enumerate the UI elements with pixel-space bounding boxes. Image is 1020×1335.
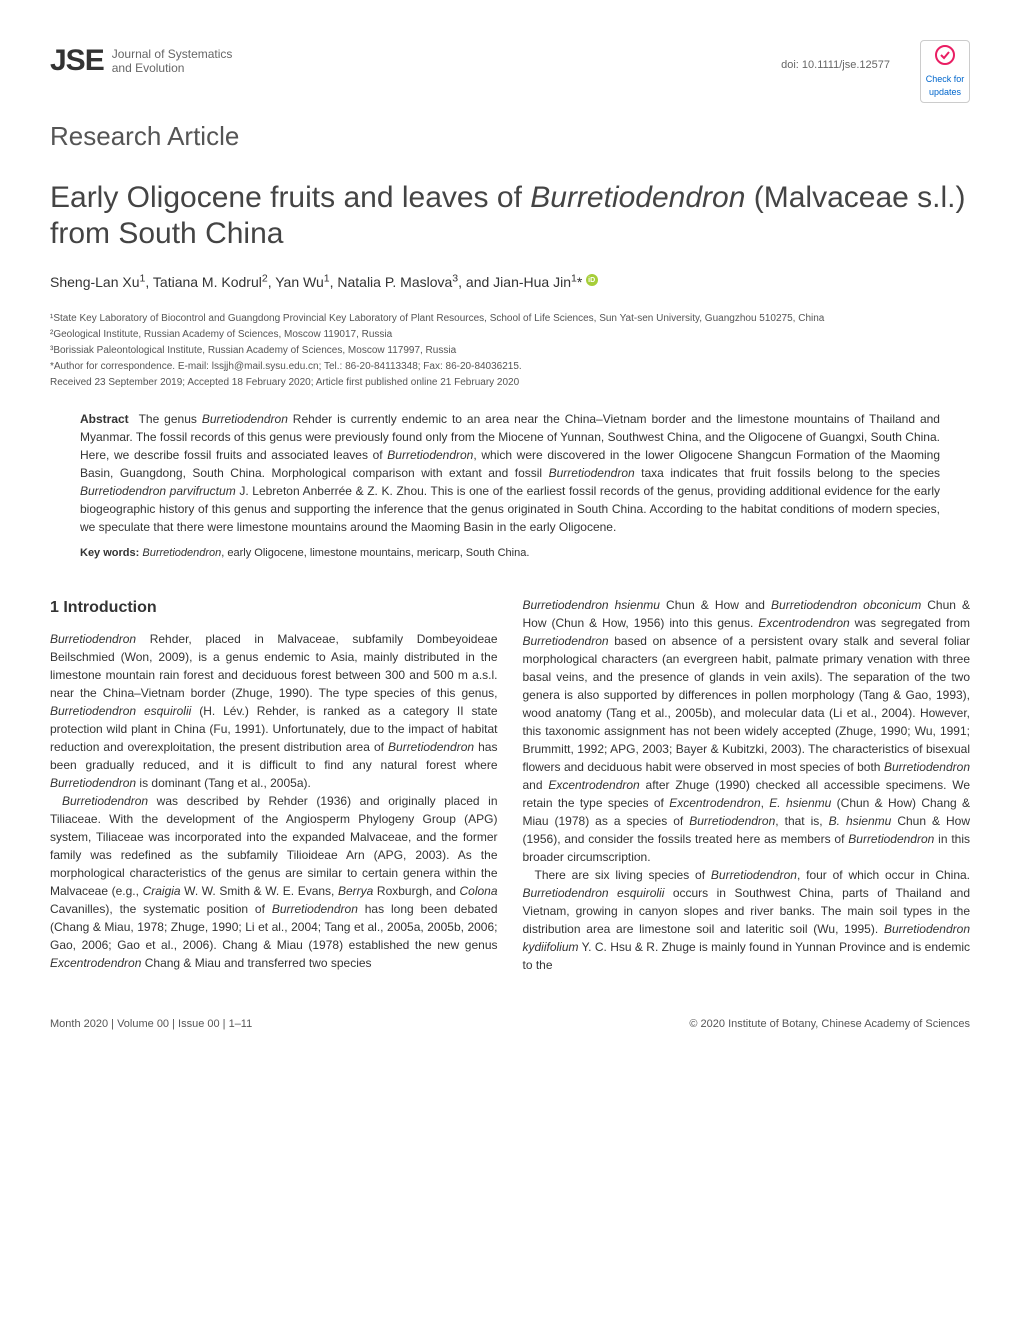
journal-name-1: Journal of Systematics <box>112 47 233 61</box>
check-updates-label: Check for updates <box>926 74 965 97</box>
keywords-label: Key words: <box>80 547 139 559</box>
intro-p3: Burretiodendron hsienmu Chun & How and B… <box>523 596 971 866</box>
abstract-text: The genus Burretiodendron Rehder is curr… <box>80 412 940 534</box>
doi-text: doi: 10.1111/jse.12577 <box>781 58 890 73</box>
footer-right: © 2020 Institute of Botany, Chinese Acad… <box>689 1017 970 1032</box>
keywords-text: Burretiodendron, early Oligocene, limest… <box>142 547 529 559</box>
intro-p2: Burretiodendron was described by Rehder … <box>50 792 498 972</box>
left-column: 1 Introduction Burretiodendron Rehder, p… <box>50 596 498 974</box>
affiliation-3: ³Borissiak Paleontological Institute, Ru… <box>50 343 970 358</box>
abstract-paragraph: Abstract The genus Burretiodendron Rehde… <box>80 410 940 536</box>
affiliations-block: ¹State Key Laboratory of Biocontrol and … <box>50 311 970 390</box>
journal-logo: JSE Journal of Systematics and Evolution <box>50 40 232 82</box>
check-updates-badge[interactable]: Check for updates <box>920 40 970 103</box>
abstract-label: Abstract <box>80 412 129 426</box>
article-title: Early Oligocene fruits and leaves of Bur… <box>50 180 970 252</box>
corresponding-author: *Author for correspondence. E-mail: lssj… <box>50 359 970 374</box>
right-column: Burretiodendron hsienmu Chun & How and B… <box>523 596 971 974</box>
header-right: doi: 10.1111/jse.12577 Check for updates <box>781 40 970 103</box>
body-columns: 1 Introduction Burretiodendron Rehder, p… <box>50 596 970 974</box>
journal-name-2: and Evolution <box>112 61 233 75</box>
intro-p4: There are six living species of Burretio… <box>523 866 971 974</box>
authors-text: Sheng-Lan Xu1, Tatiana M. Kodrul2, Yan W… <box>50 274 582 290</box>
intro-p1: Burretiodendron Rehder, placed in Malvac… <box>50 630 498 792</box>
journal-title: Journal of Systematics and Evolution <box>112 47 233 76</box>
check-updates-icon <box>930 45 960 71</box>
orcid-icon[interactable] <box>586 274 598 286</box>
keywords-line: Key words: Burretiodendron, early Oligoc… <box>80 546 940 561</box>
journal-abbrev: JSE <box>50 40 104 82</box>
affiliation-1: ¹State Key Laboratory of Biocontrol and … <box>50 311 970 326</box>
page-footer: Month 2020 | Volume 00 | Issue 00 | 1–11… <box>50 1009 970 1032</box>
authors-line: Sheng-Lan Xu1, Tatiana M. Kodrul2, Yan W… <box>50 272 970 293</box>
header-row: JSE Journal of Systematics and Evolution… <box>50 40 970 103</box>
section-heading-intro: 1 Introduction <box>50 596 498 620</box>
article-type: Research Article <box>50 118 970 154</box>
footer-left: Month 2020 | Volume 00 | Issue 00 | 1–11 <box>50 1017 252 1032</box>
affiliation-2: ²Geological Institute, Russian Academy o… <box>50 327 970 342</box>
received-dates: Received 23 September 2019; Accepted 18 … <box>50 375 970 390</box>
abstract-box: Abstract The genus Burretiodendron Rehde… <box>50 410 970 561</box>
